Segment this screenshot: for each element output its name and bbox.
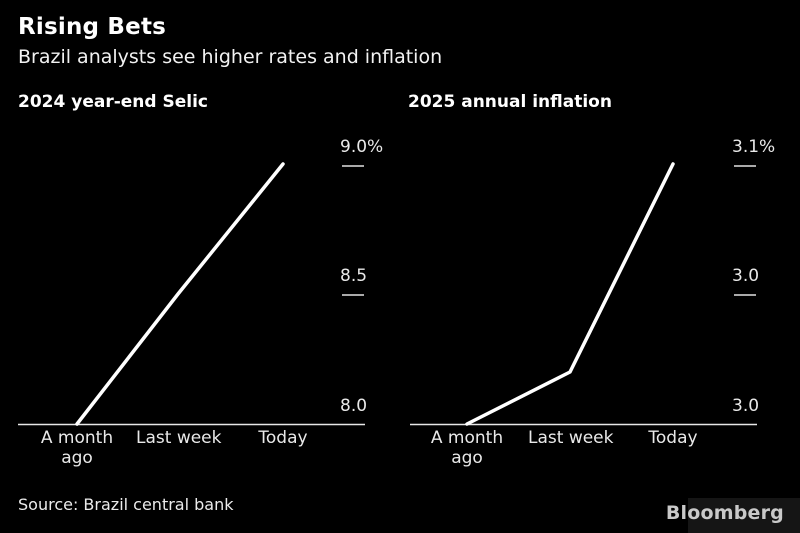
xtick-label: Last week — [136, 428, 222, 448]
selic-data-line — [75, 162, 285, 426]
ytick-label: 8.0 — [340, 396, 368, 416]
ytick-label: 9.0% — [340, 137, 384, 157]
selic-chart-plot: 9.0% 8.5 8.0 A month ago Last week Today — [18, 137, 383, 468]
right-chart-title: 2025 annual inflation — [408, 92, 612, 112]
ytick-mark — [734, 165, 756, 167]
left-chart-title: 2024 year-end Selic — [18, 92, 208, 112]
ytick-label: 3.0 — [732, 266, 760, 286]
bloomberg-logo: Bloomberg — [665, 502, 784, 524]
xtick-label: Today — [648, 428, 698, 448]
selic-chart-canvas — [18, 162, 365, 426]
ytick-mark — [734, 294, 756, 296]
inflation-chart-plot: 3.1% 3.0 3.0 A month ago Last week Today — [410, 137, 775, 468]
inflation-data-line — [465, 162, 675, 426]
xtick-label: A month ago — [40, 428, 114, 468]
xtick-label: Today — [258, 428, 308, 448]
xtick-label: Last week — [528, 428, 614, 448]
ytick-label: 8.5 — [340, 266, 368, 286]
ytick-label: 3.1% — [732, 137, 776, 157]
xtick-label: A month ago — [430, 428, 504, 468]
figure-title: Rising Bets — [18, 14, 167, 40]
brand-logo-box: Bloomberg — [666, 498, 800, 533]
figure-subtitle: Brazil analysts see higher rates and inf… — [18, 46, 443, 68]
ytick-label: 3.0 — [732, 396, 760, 416]
source-note: Source: Brazil central bank — [18, 495, 234, 514]
ytick-mark — [342, 165, 364, 167]
ytick-mark — [342, 294, 364, 296]
inflation-chart-canvas — [410, 162, 757, 426]
